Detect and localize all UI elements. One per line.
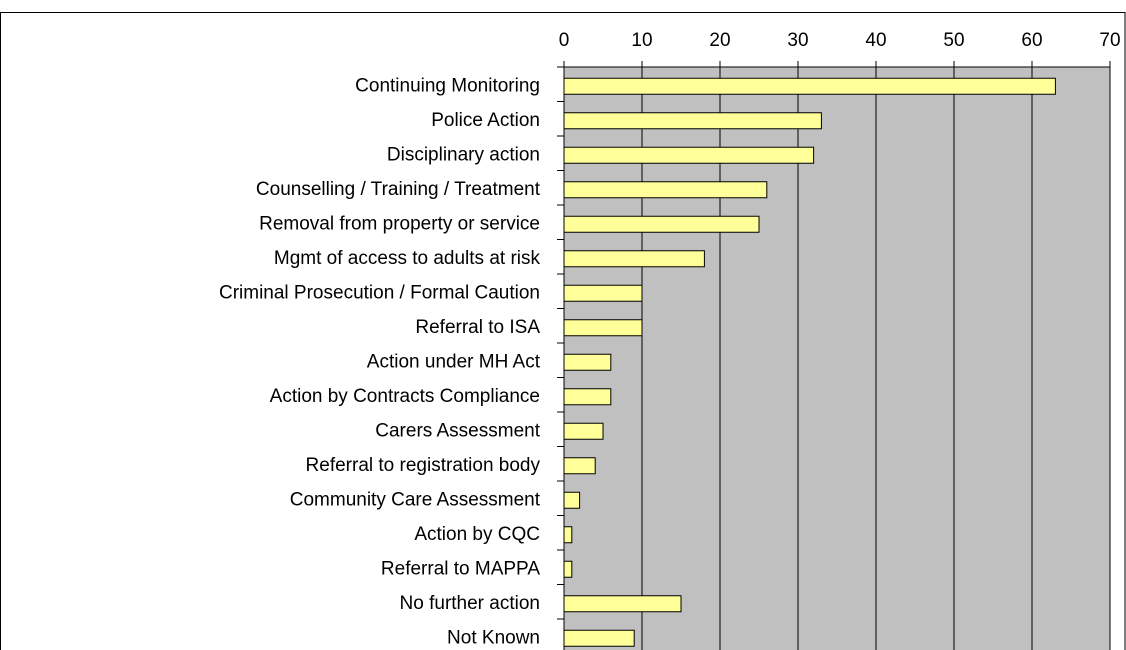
y-tick-label: Counselling / Training / Treatment: [256, 179, 541, 200]
bar: [563, 215, 760, 233]
bar: [563, 284, 643, 302]
bar: [563, 112, 822, 130]
chart-border: [0, 12, 1126, 650]
x-tick-label: 60: [1021, 30, 1042, 51]
y-tick-label: Referral to registration body: [306, 455, 541, 476]
y-tick-label: Mgmt of access to adults at risk: [274, 248, 541, 269]
bar: [563, 491, 581, 509]
bar: [563, 457, 596, 475]
x-tick-label: 50: [943, 30, 964, 51]
bar: [563, 629, 635, 647]
bar: [563, 526, 573, 544]
x-tick-label: 20: [709, 30, 730, 51]
bar: [563, 353, 612, 371]
bar: [563, 560, 573, 578]
y-tick-label: Continuing Monitoring: [355, 75, 540, 96]
bar: [563, 319, 643, 337]
bar: [563, 146, 815, 164]
x-tick-label: 0: [559, 30, 570, 51]
bar: [563, 388, 612, 406]
y-tick-label: Referral to ISA: [415, 317, 540, 338]
bar: [563, 422, 604, 440]
y-tick-label: No further action: [400, 593, 540, 614]
y-tick-label: Action under MH Act: [367, 351, 541, 372]
y-tick-label: Removal from property or service: [259, 213, 540, 234]
y-tick-label: Action by Contracts Compliance: [270, 386, 540, 407]
y-tick-label: Action by CQC: [414, 524, 540, 545]
y-tick-label: Carers Assessment: [375, 420, 540, 441]
plot-area: [563, 66, 1111, 650]
bar: [563, 595, 682, 613]
x-tick-label: 10: [631, 30, 652, 51]
x-tick-label: 40: [865, 30, 886, 51]
x-tick-label: 30: [787, 30, 808, 51]
y-tick-label: Criminal Prosecution / Formal Caution: [219, 282, 540, 303]
y-tick-label: Disciplinary action: [387, 144, 540, 165]
y-tick-label: Community Care Assessment: [290, 489, 541, 510]
y-tick-label: Police Action: [431, 110, 540, 131]
bar: [563, 77, 1056, 95]
y-tick-label: Referral to MAPPA: [381, 558, 540, 579]
bar: [563, 250, 705, 268]
y-tick-label: Not Known: [447, 627, 540, 648]
bar: [563, 181, 768, 199]
x-tick-label: 70: [1099, 30, 1120, 51]
